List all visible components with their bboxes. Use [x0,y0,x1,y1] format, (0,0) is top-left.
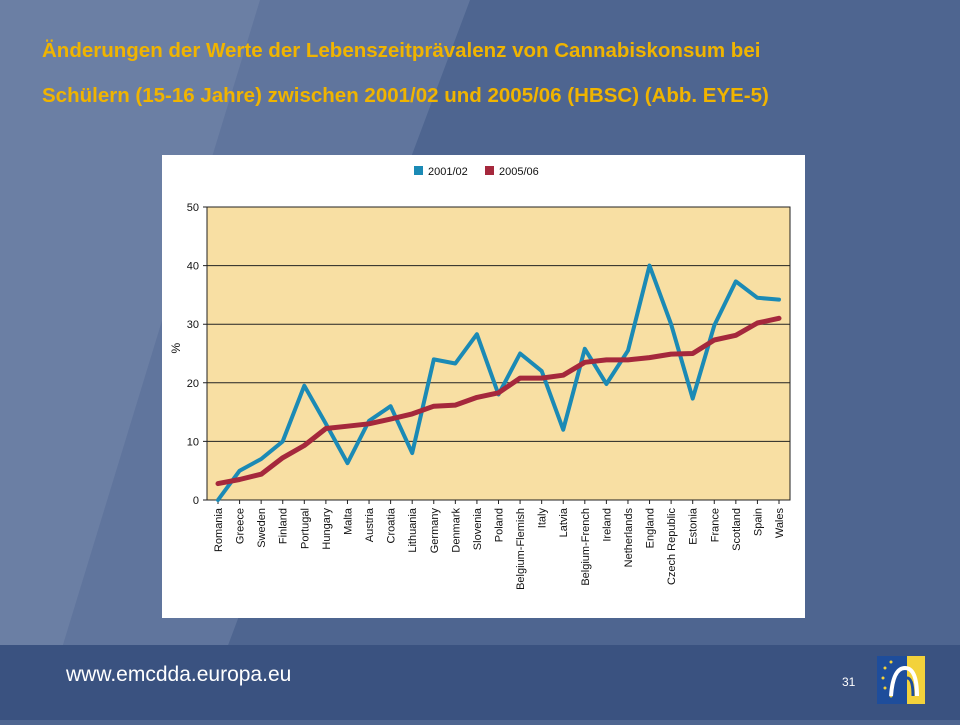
x-tick-label: Portugal [299,508,311,549]
y-tick-label: 50 [187,202,199,214]
x-tick-label: Netherlands [623,508,635,568]
legend: 2001/02 2005/06 [414,166,539,178]
x-tick-label: Ireland [601,508,613,542]
x-tick-label: Lithuania [407,507,419,553]
x-tick-label: France [709,508,721,542]
x-tick-label: Poland [494,508,506,542]
legend-label: 2001/02 [428,166,468,178]
x-tick-label: Scotland [731,508,743,551]
x-tick-label: Malta [342,507,354,535]
title-line-2: Schülern (15-16 Jahre) zwischen 2001/02 … [42,84,769,107]
x-tick-label: Estonia [688,507,700,545]
series-line-2005-06 [215,315,782,487]
legend-swatch [485,166,494,175]
line-chart: 0 10 20 30 40 50 Romania Greece Sweden Finland Po… [169,166,791,590]
title-line-1: Änderungen der Werte der Lebenszeitpräva… [42,39,761,62]
x-tick-label: Austria [364,507,376,542]
slide-title: Änderungen der Werte der Lebenszeitpräva… [42,28,922,118]
page-number: 31 [842,675,856,689]
y-tick-label: 0 [193,495,199,507]
x-tick-label: Italy [537,508,549,529]
x-tick-label: Spain [752,508,764,536]
footer-url[interactable]: www.emcdda.europa.eu [66,663,292,686]
series-lines [215,263,782,502]
x-tick-label: Belgium-Flemish [515,508,527,590]
x-tick-label: Czech Republic [666,508,678,586]
y-axis-label: % [169,343,183,354]
x-tick-label: Wales [774,508,786,539]
x-tick-label: Belgium-French [580,508,592,586]
x-tick-label: England [645,508,657,548]
x-tick-label: Denmark [450,508,462,553]
x-tick-label: Romania [213,507,225,552]
x-tick-label: Slovenia [472,507,484,550]
legend-label: 2005/06 [499,166,539,178]
x-tick-label: Greece [235,508,247,544]
x-tick-label: Germany [429,508,441,554]
y-tick-label: 10 [187,436,199,448]
x-tick-label: Finland [278,508,290,544]
chart-container: 0 10 20 30 40 50 Romania Greece Sweden Finland Po… [162,155,805,618]
legend-swatch [414,166,423,175]
x-tick-label: Hungary [321,508,333,550]
emcdda-logo-icon [877,656,925,704]
x-tick-label: Croatia [386,507,398,543]
y-tick-labels: 0 10 20 30 40 50 [187,202,199,507]
plot-area [207,207,790,500]
x-tick-label: Sweden [256,508,268,548]
y-tick-label: 40 [187,261,199,273]
x-tick-labels: Romania Greece Sweden Finland Portugal Hungar… [213,500,786,590]
x-tick-label: Latvia [558,507,570,537]
y-tick-label: 20 [187,378,199,390]
y-tick-label: 30 [187,319,199,331]
